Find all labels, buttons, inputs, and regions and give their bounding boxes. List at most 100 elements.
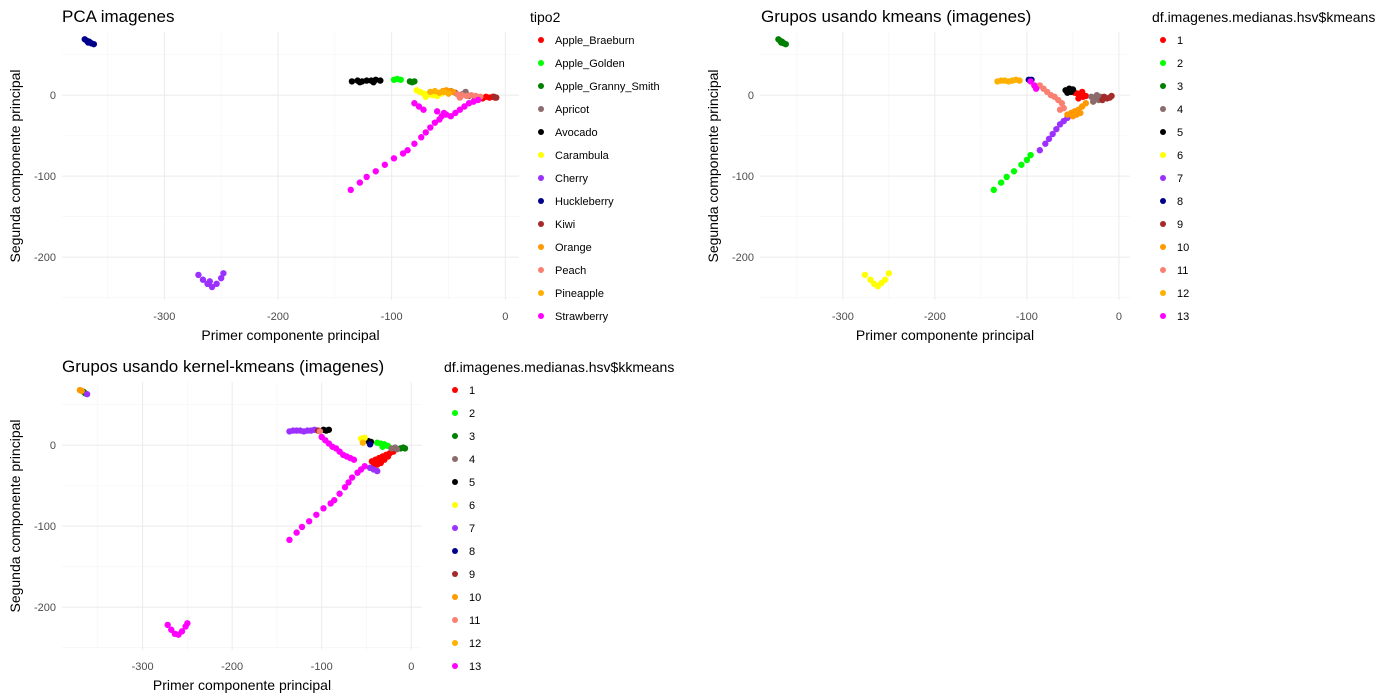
chart-panel-1: -300 -200 -100 0 -200 -100 0 PCA imagenes Primer… [7, 7, 660, 343]
data-point [1077, 109, 1084, 117]
x-tick-label: 0 [408, 661, 414, 673]
legend-label: 7 [1177, 173, 1183, 185]
legend-key [538, 313, 544, 319]
y-tick-label: -200 [34, 252, 56, 264]
data-point [447, 113, 454, 120]
data-point [1058, 100, 1066, 107]
legend-label: Huckleberry [555, 196, 614, 208]
legend-label: Orange [555, 242, 592, 254]
legend-label: 3 [469, 431, 475, 443]
data-point [1045, 135, 1053, 143]
data-point [1049, 130, 1056, 138]
data-point [195, 271, 202, 279]
data-point [336, 490, 343, 497]
data-point [370, 78, 377, 86]
legend-key [538, 290, 544, 296]
legend-title: tipo2 [530, 9, 561, 25]
legend-key [538, 244, 544, 250]
data-point [178, 628, 186, 635]
legend-label: Pineapple [555, 288, 604, 300]
data-point [411, 78, 418, 85]
data-point [206, 278, 213, 285]
data-point [997, 179, 1005, 186]
legend-key [452, 640, 458, 646]
data-point [1018, 161, 1025, 168]
chart-title: Grupos usando kmeans (imagenes) [761, 7, 1031, 26]
data-point [461, 103, 468, 110]
data-point [1075, 95, 1082, 102]
data-point [431, 119, 439, 126]
data-point [456, 106, 464, 113]
legend-label: 3 [1177, 81, 1183, 93]
legend-label: 6 [469, 500, 475, 512]
data-point [366, 441, 374, 448]
legend-label: 1 [469, 385, 475, 397]
data-point [164, 621, 171, 629]
data-point [184, 620, 191, 627]
legend-key [1160, 221, 1166, 227]
y-axis-title: Segunda componente principal [705, 69, 721, 262]
x-tick-label: -300 [132, 661, 154, 673]
legend-key [1160, 60, 1166, 66]
legend-key [1160, 198, 1166, 204]
data-point [399, 150, 407, 157]
legend-label: 10 [1177, 242, 1189, 254]
data-point [379, 443, 386, 450]
legend-key [1160, 37, 1166, 43]
data-point [1067, 88, 1075, 96]
data-point [217, 274, 225, 282]
data-point [777, 39, 785, 46]
data-point [361, 463, 368, 470]
legend-key [452, 617, 458, 623]
data-point [1053, 125, 1060, 133]
data-point [361, 434, 368, 442]
data-point [325, 426, 333, 433]
data-point [199, 276, 207, 283]
data-point [415, 103, 423, 110]
legend-label: 5 [469, 477, 475, 489]
data-point [1082, 92, 1090, 100]
legend-label: 1 [1177, 35, 1183, 47]
legend-label: 6 [1177, 150, 1183, 162]
data-point [420, 106, 427, 113]
legend: df.imagenes.medianas.hsv$kmeans123456789… [1152, 9, 1375, 323]
legend-label: Peach [555, 265, 586, 277]
x-tick-label: -100 [1016, 311, 1038, 323]
legend-label: 8 [1177, 196, 1183, 208]
legend-key [452, 525, 458, 531]
data-point [363, 77, 370, 84]
data-point [348, 78, 356, 85]
x-axis-title: Primer componente principal [153, 677, 331, 693]
data-point [474, 96, 482, 104]
data-point [1032, 85, 1040, 92]
y-axis-title: Segunda componente principal [7, 419, 23, 612]
y-tick-label: 0 [50, 440, 56, 452]
data-point [381, 161, 389, 168]
legend-key [538, 221, 544, 227]
legend-key [452, 502, 458, 508]
data-point [298, 523, 306, 531]
data-point [422, 129, 429, 136]
legend-key [1160, 267, 1166, 273]
data-point [1016, 77, 1023, 84]
data-point [345, 479, 352, 486]
data-point [305, 518, 313, 525]
legend-key [452, 594, 458, 600]
x-axis-title: Primer componente principal [201, 327, 379, 343]
legend-key [452, 410, 458, 416]
data-point [348, 474, 356, 481]
data-point [374, 467, 381, 475]
legend-key [1160, 83, 1166, 89]
legend-label: Strawberry [555, 311, 609, 323]
legend-label: 11 [469, 615, 480, 627]
legend-key [538, 83, 544, 89]
data-point [867, 276, 874, 283]
data-point [411, 140, 418, 147]
legend-key [538, 175, 544, 181]
legend-title: df.imagenes.medianas.hsv$kmeans [1152, 9, 1375, 25]
legend-label: 9 [469, 569, 475, 581]
legend-key [452, 387, 458, 393]
legend-label: 9 [1177, 219, 1183, 231]
data-point [427, 124, 434, 131]
data-point [78, 387, 85, 395]
